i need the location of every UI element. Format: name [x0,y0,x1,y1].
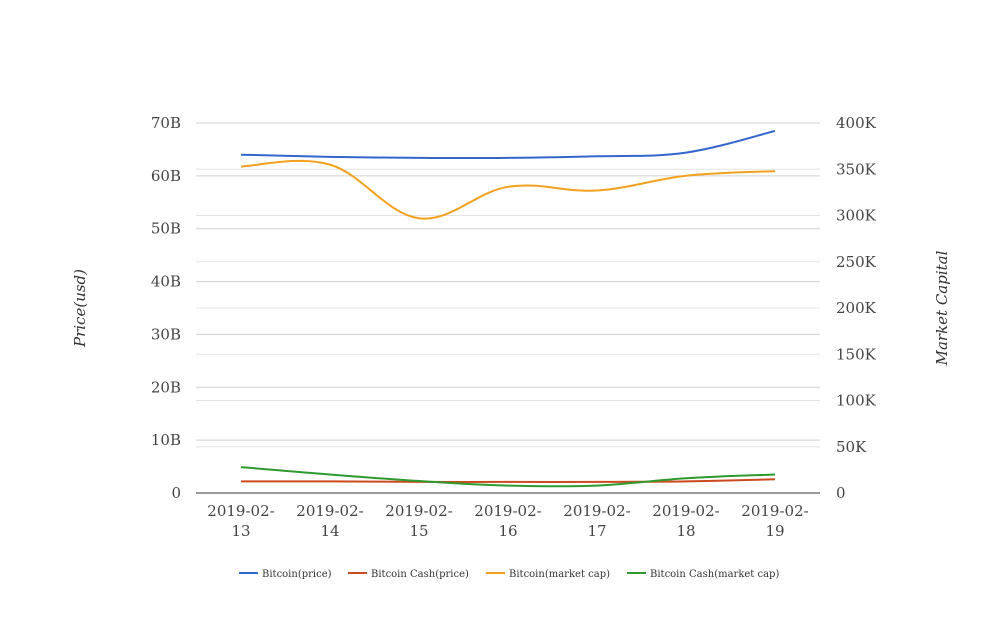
legend-item-bitcoin-market-cap[interactable]: Bitcoin(market cap) [486,569,610,580]
right-axis-title: Market Capital [933,250,951,366]
left-axis-title: Price(usd) [71,269,89,348]
x-tick-label: 2019-02-13 [207,502,274,540]
legend-item-bitcoin-cash-price[interactable]: Bitcoin Cash(price) [348,569,469,580]
legend-label: Bitcoin Cash(market cap) [650,569,779,580]
x-tick-label: 2019-02-15 [385,502,452,540]
right-tick-label: 50K [836,438,867,456]
x-tick-label: 2019-02-14 [296,502,363,540]
left-tick-label: 0 [171,484,181,502]
legend-item-bitcoin-price[interactable]: Bitcoin(price) [239,569,332,580]
series-lines [240,129,776,488]
right-tick-label: 0 [836,484,846,502]
left-tick-label: 70B [151,114,181,132]
legend-label: Bitcoin(market cap) [509,569,610,580]
gridlines [196,122,820,448]
right-tick-label: 100K [836,392,877,410]
right-tick-label: 250K [836,253,877,271]
legend: Bitcoin(price) Bitcoin Cash(price) Bitcoin… [239,569,779,580]
legend-item-bitcoin-cash-market-cap[interactable]: Bitcoin Cash(market cap) [627,569,779,580]
x-tick-label: 2019-02-18 [652,502,719,540]
x-tick-label: 2019-02-17 [563,502,630,540]
x-tick-label: 2019-02-16 [474,502,541,540]
right-tick-label: 150K [836,345,877,363]
left-tick-label: 50B [151,220,181,238]
right-axis: 400K 350K 300K 250K 200K 150K 100K 50K 0 [836,114,877,502]
right-tick-label: 200K [836,299,877,317]
x-axis: 2019-02-13 2019-02-14 2019-02-15 2019-02-16… [207,502,808,540]
right-tick-label: 300K [836,207,877,225]
left-tick-label: 10B [151,431,181,449]
series-line-bitcoin-cash-price [240,478,776,483]
left-tick-label: 30B [151,325,181,343]
left-tick-label: 20B [151,378,181,396]
right-tick-label: 350K [836,160,877,178]
series-line-bitcoin-cash-market-cap [240,466,776,488]
left-axis: 70B 60B 50B 40B 30B 20B 10B 0 [151,114,181,502]
left-tick-label: 40B [151,273,181,291]
left-tick-label: 60B [151,167,181,185]
right-tick-label: 400K [836,114,877,132]
series-line-bitcoin-market-cap [240,159,776,220]
legend-label: Bitcoin Cash(price) [371,569,469,580]
legend-label: Bitcoin(price) [262,569,332,580]
x-tick-label: 2019-02-19 [741,502,808,540]
series-line-bitcoin-price [240,129,776,160]
